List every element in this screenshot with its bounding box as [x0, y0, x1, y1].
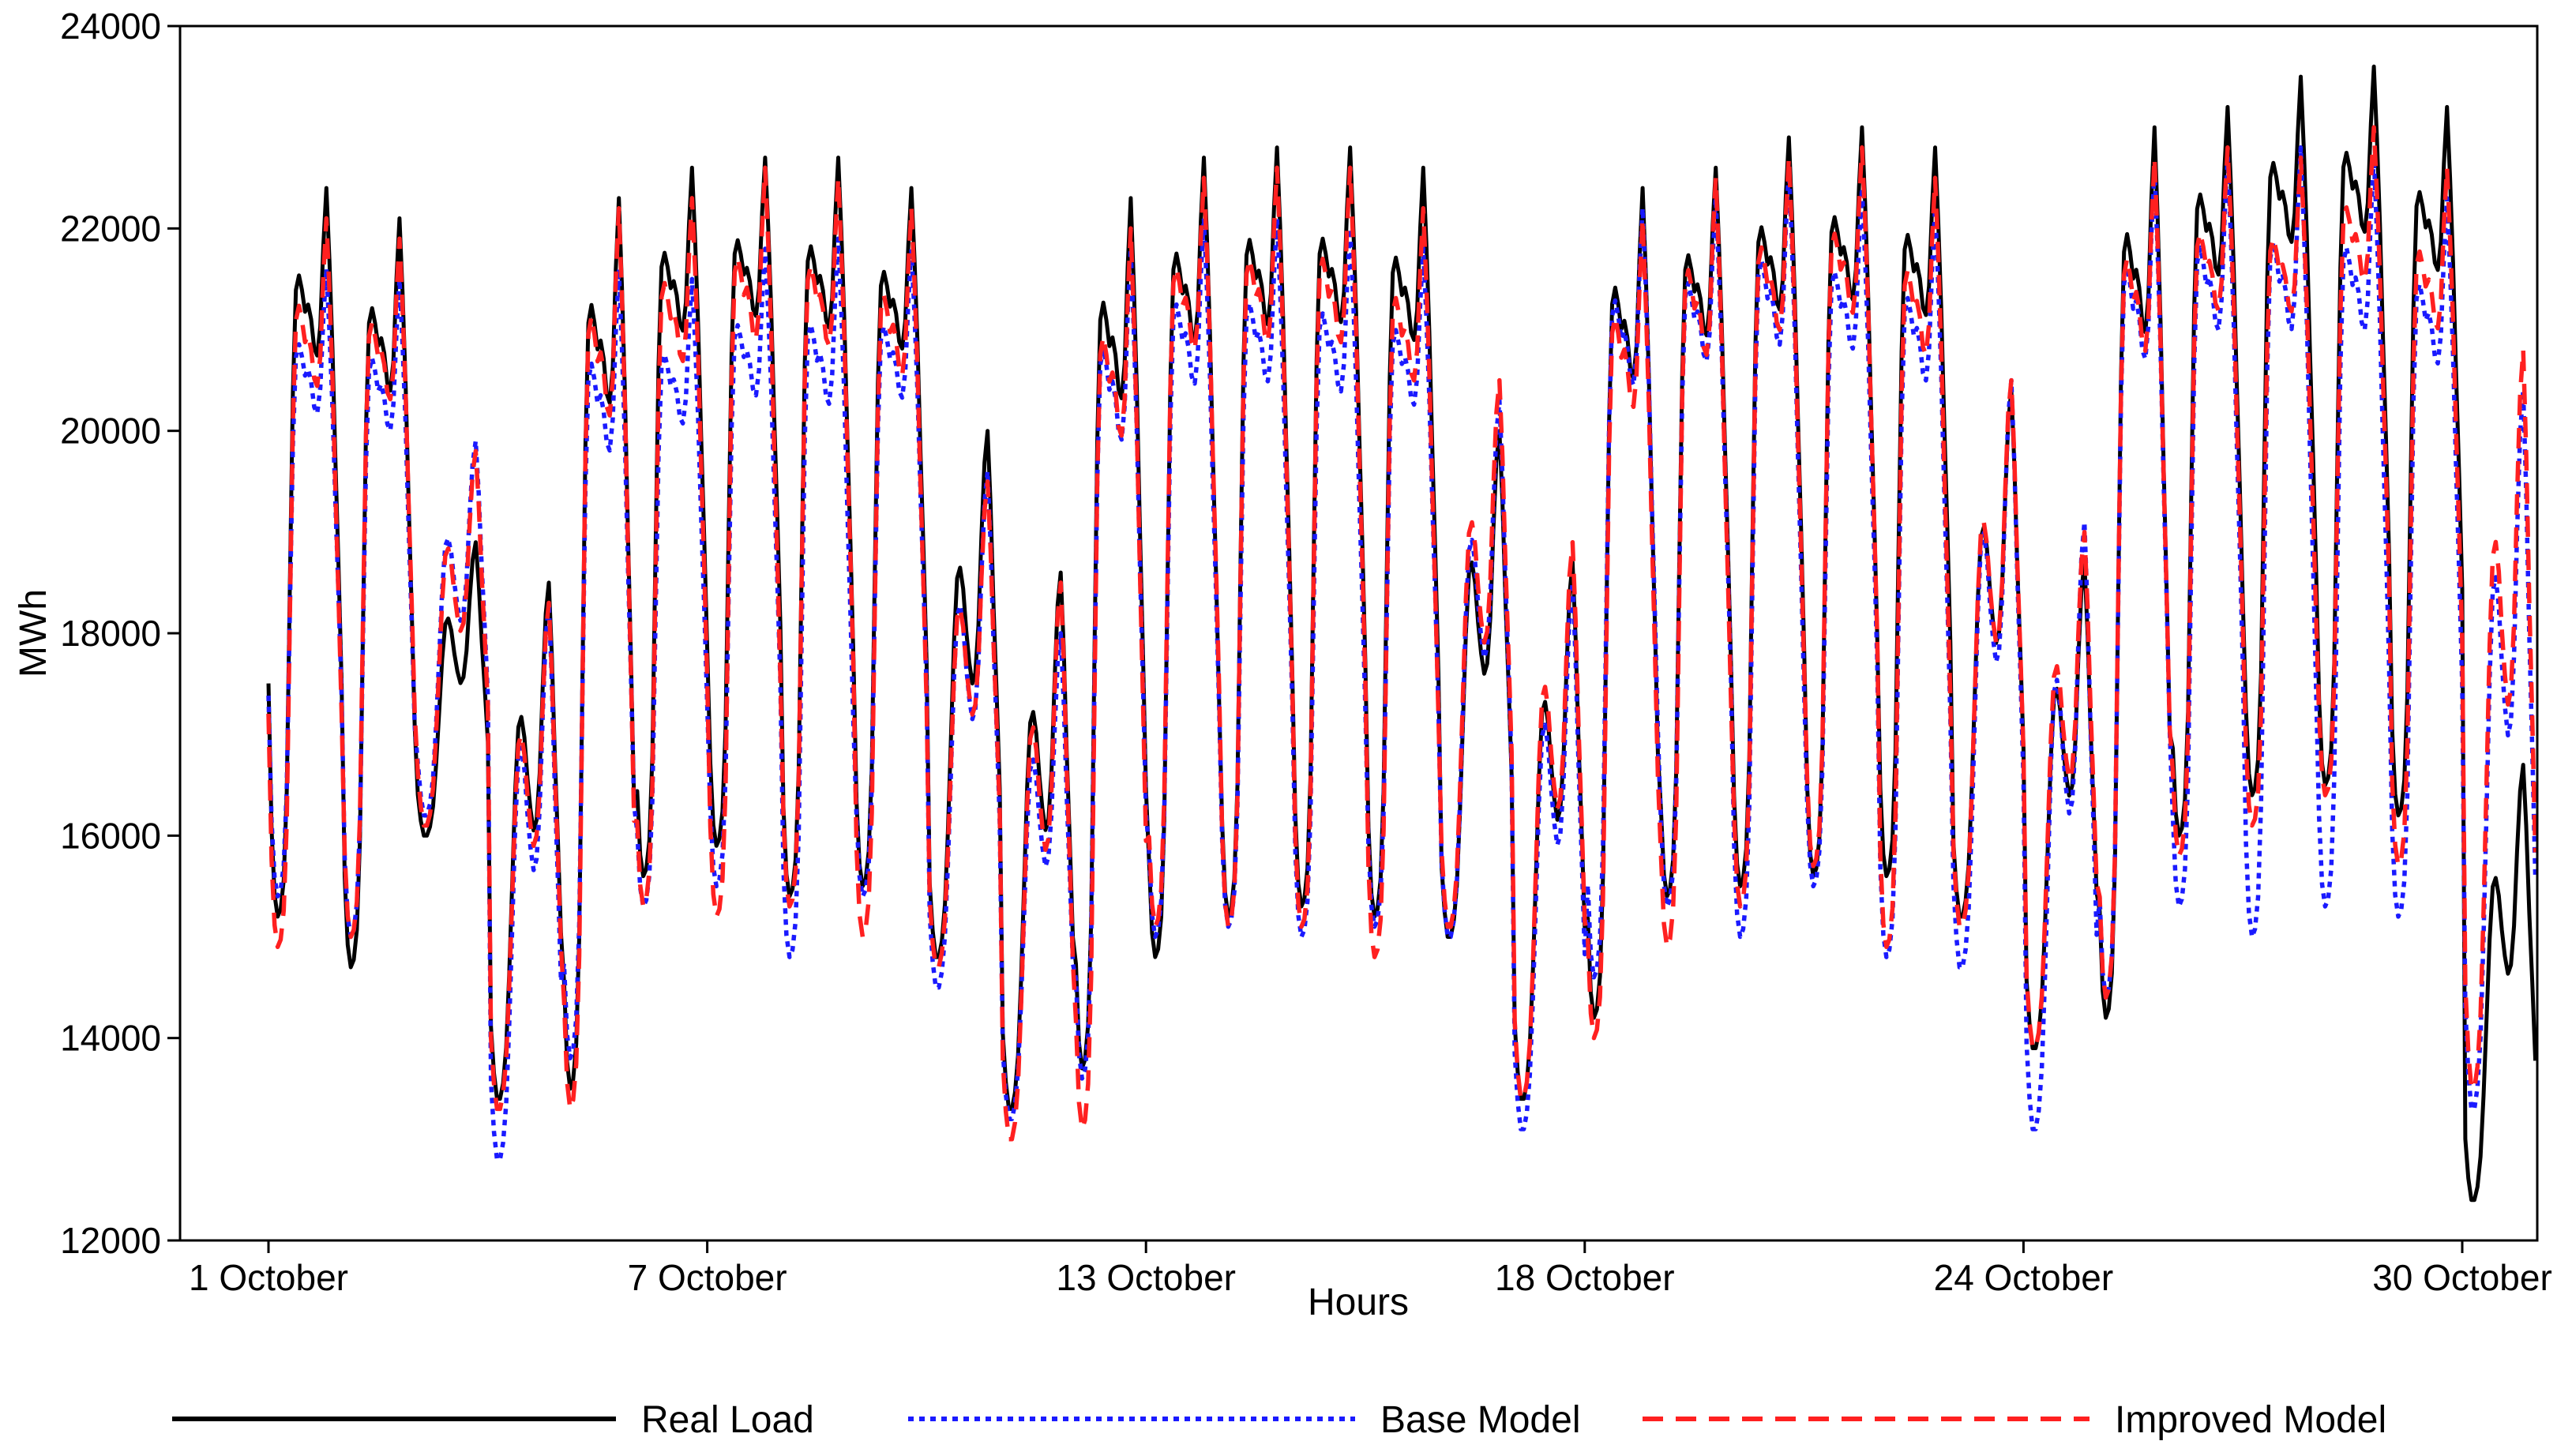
- x-tick-label-1: 7 October: [628, 1257, 787, 1298]
- y-tick-label-1: 14000: [60, 1018, 161, 1059]
- plot-area-frame: [178, 24, 2539, 1242]
- x-axis: 1 October 7 October 13 October 18 October 24…: [189, 1240, 2552, 1298]
- x-tick-label-0: 1 October: [189, 1257, 348, 1298]
- series-line-base-model: [266, 145, 2538, 1162]
- legend: Real Load Base Model Improved Model: [172, 1399, 2386, 1441]
- x-tick-label-3: 18 October: [1495, 1257, 1675, 1298]
- x-axis-title: Hours: [1308, 1282, 1409, 1323]
- y-tick-label-5: 22000: [60, 208, 161, 249]
- legend-label-2: Improved Model: [2115, 1399, 2386, 1441]
- x-tick-label-4: 24 October: [1934, 1257, 2114, 1298]
- y-tick-label-3: 18000: [60, 613, 161, 654]
- series-line-improved-model: [266, 125, 2538, 1142]
- legend-label-0: Real Load: [641, 1399, 814, 1441]
- x-tick-label-2: 13 October: [1056, 1257, 1236, 1298]
- y-axis: 12000 14000 16000 18000 20000 22000 24000: [60, 6, 180, 1261]
- y-axis-title: MWh: [13, 589, 54, 677]
- series-line-real-load: [266, 64, 2538, 1203]
- x-tick-label-5: 30 October: [2372, 1257, 2552, 1298]
- series-layer: [266, 64, 2538, 1203]
- y-tick-label-2: 16000: [60, 815, 161, 856]
- legend-label-1: Base Model: [1380, 1399, 1580, 1441]
- y-tick-label-4: 20000: [60, 411, 161, 452]
- y-tick-label-0: 12000: [60, 1220, 161, 1261]
- y-tick-label-6: 24000: [60, 6, 161, 47]
